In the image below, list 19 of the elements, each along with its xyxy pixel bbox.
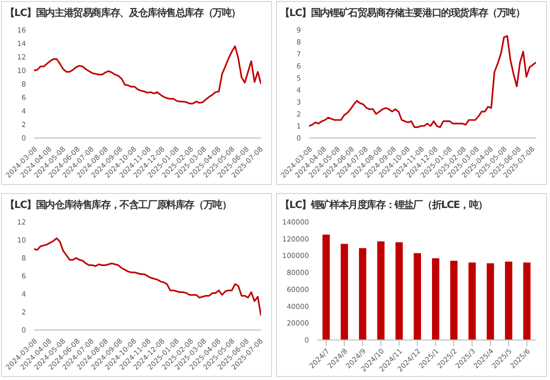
line-series (309, 35, 536, 128)
bar (468, 262, 476, 340)
chart-title: 【LC】国内仓库待售库存，不含工厂原料库存（万吨） (4, 198, 232, 213)
line-series (34, 237, 261, 316)
bar (322, 234, 330, 340)
line-series (34, 45, 261, 104)
chart-title: 【LC】国内主港贸易商库存、及仓库待售总库存（万吨） (4, 6, 242, 21)
bar (340, 244, 348, 340)
bar (358, 248, 366, 340)
bar (486, 263, 494, 340)
bar (523, 262, 531, 340)
bar (450, 260, 458, 340)
bar (414, 253, 422, 340)
bar (377, 241, 385, 340)
chart-title: 【LC】锂矿样本月度库存：锂盐厂（折LCE，吨） (279, 198, 488, 213)
chart-title: 【LC】国内锂矿石贸易商存储主要港口的现货库存（万吨） (279, 6, 526, 21)
bar (395, 242, 403, 340)
bar (504, 262, 512, 340)
bar (432, 258, 440, 340)
